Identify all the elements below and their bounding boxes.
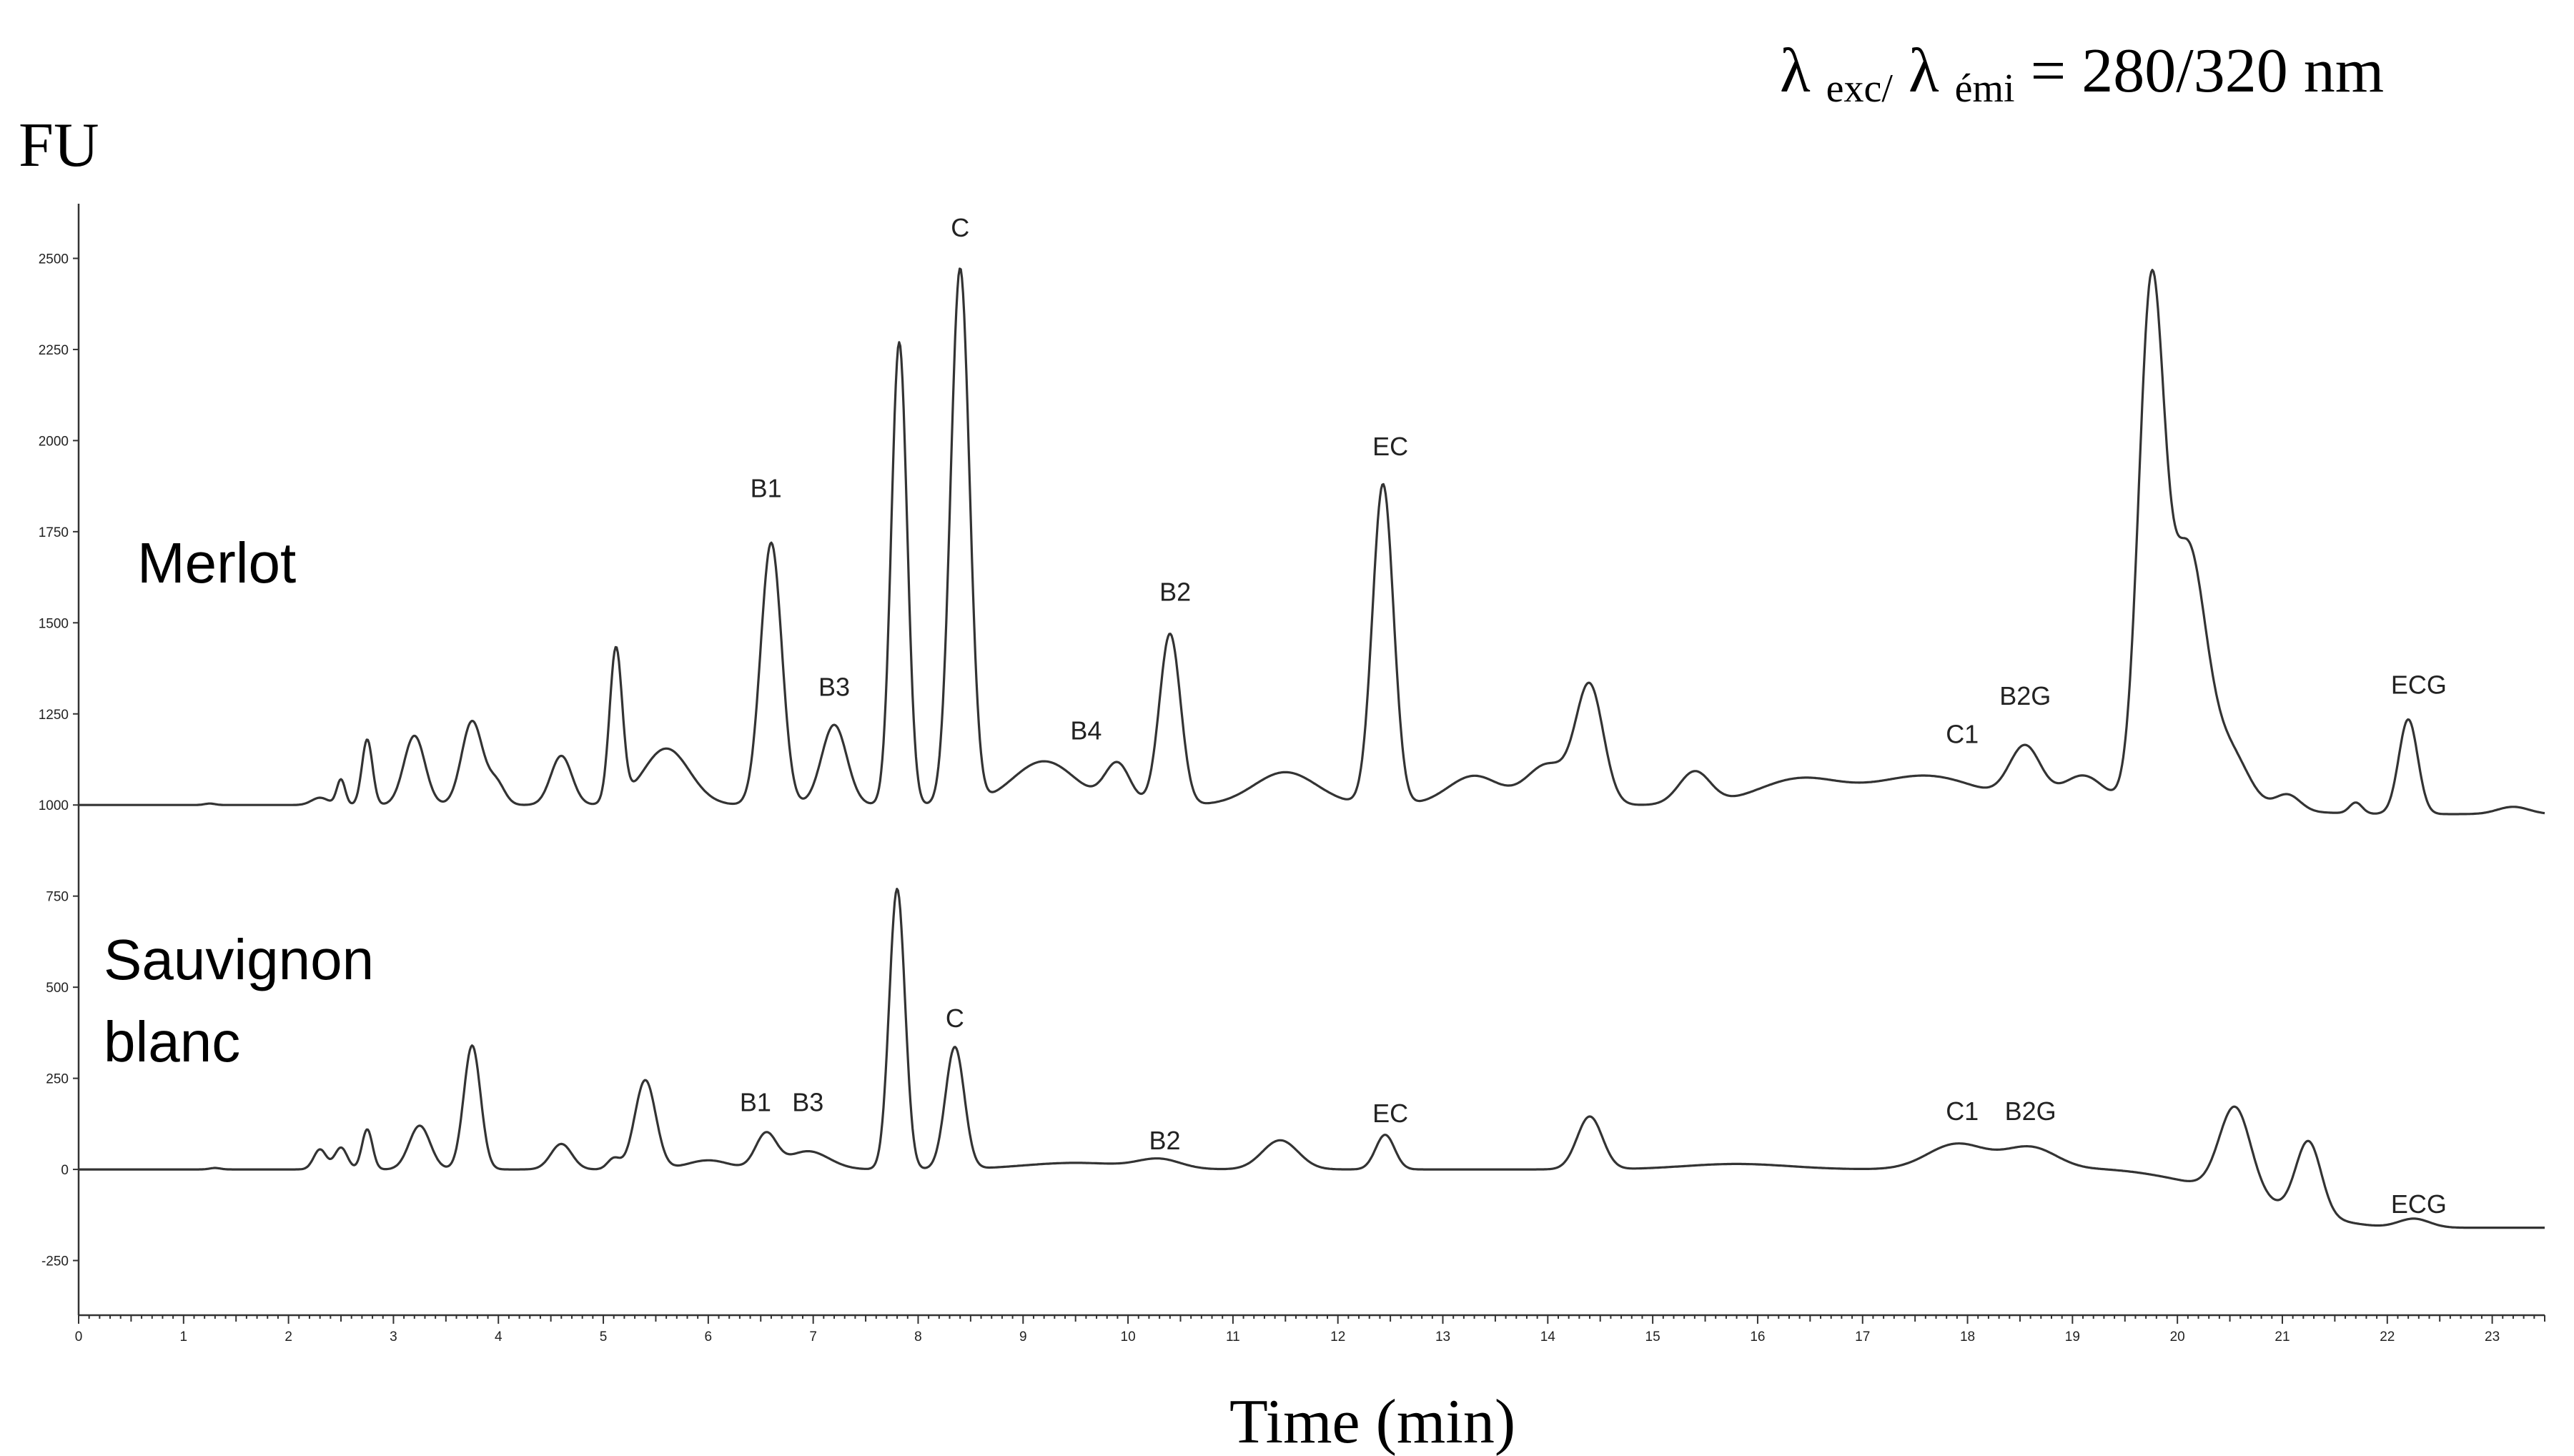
y-tick-label: 1000: [39, 798, 69, 813]
sauvignon-blanc-trace: [79, 888, 2545, 1229]
peak-label-ec: EC: [1372, 1099, 1408, 1128]
peak-label-b4: B4: [1070, 715, 1102, 745]
lambda-emi: λ: [1909, 36, 1939, 106]
peak-label-b3: B3: [818, 672, 850, 701]
y-tick-label: 1250: [39, 708, 69, 723]
y-tick-label: 2500: [39, 252, 69, 267]
x-tick-label: 1: [180, 1329, 188, 1344]
peak-labels: B1 B3 C B4 B2 EC C1 B2G ECG B1 B3 C B2 EC C1 B2G ECG: [740, 213, 2447, 1219]
x-tick-label: 10: [1121, 1329, 1136, 1344]
x-tick-label: 4: [495, 1329, 503, 1344]
y-tick-label: 1750: [39, 525, 69, 540]
peak-label-b2: B2: [1149, 1126, 1180, 1155]
peak-label-b2: B2: [1159, 578, 1191, 607]
x-tick-label: 15: [1645, 1329, 1660, 1344]
exc-subscript: exc/: [1826, 66, 1894, 111]
x-axis-ticks: 0 1 2 3 4 5 6 7 8 9 10 11 12 13 14 15 16 17 18 19 20 21 22 23: [75, 1315, 2545, 1344]
x-tick-label: 18: [1960, 1329, 1975, 1344]
x-tick-label: 19: [2065, 1329, 2080, 1344]
peak-label-ecg: ECG: [2391, 670, 2447, 700]
x-tick-label: 22: [2380, 1329, 2395, 1344]
series-label-blanc: blanc: [104, 1010, 240, 1074]
x-tick-label: 20: [2170, 1329, 2185, 1344]
series-label-sauvignon: Sauvignon: [104, 928, 374, 991]
x-tick-label: 21: [2274, 1329, 2290, 1344]
x-tick-label: 9: [1019, 1329, 1027, 1344]
peak-label-c: C: [946, 1004, 964, 1033]
peak-label-b2g: B2G: [2005, 1096, 2056, 1126]
peak-label-b3: B3: [792, 1087, 823, 1116]
x-tick-label: 2: [284, 1329, 292, 1344]
peak-label-ecg: ECG: [2391, 1189, 2447, 1219]
y-tick-label: -250: [41, 1254, 69, 1269]
x-tick-label: 13: [1435, 1329, 1450, 1344]
peak-label-c: C: [951, 213, 969, 242]
x-tick-label: 7: [809, 1329, 817, 1344]
series-label-merlot: Merlot: [137, 531, 296, 595]
lambda-exc: λ: [1780, 36, 1811, 106]
x-tick-label: 6: [705, 1329, 713, 1344]
y-unit-label: FU: [19, 111, 99, 180]
peak-label-b2g: B2G: [1999, 681, 2051, 710]
x-tick-label: 8: [914, 1329, 922, 1344]
peak-label-c1: C1: [1946, 720, 1979, 749]
y-tick-label: 500: [46, 981, 69, 996]
x-axis-label: Time (min): [1229, 1387, 1515, 1456]
peak-label-b1: B1: [740, 1087, 771, 1116]
x-tick-label: 0: [75, 1329, 83, 1344]
wavelength-value: = 280/320 nm: [2031, 36, 2385, 106]
x-tick-label: 16: [1750, 1329, 1765, 1344]
x-tick-label: 5: [600, 1329, 608, 1344]
emi-subscript: émi: [1955, 66, 2015, 111]
x-tick-label: 3: [390, 1329, 397, 1344]
x-tick-label: 17: [1855, 1329, 1870, 1344]
peak-label-c1: C1: [1946, 1096, 1979, 1126]
x-tick-label: 11: [1226, 1329, 1240, 1344]
y-axis-ticks: -250 0 250 500 750 1000 1250 1500 1750 2000 2250 25…: [39, 252, 79, 1269]
y-tick-label: 1500: [39, 616, 69, 631]
x-tick-label: 14: [1540, 1329, 1556, 1344]
x-tick-label: 23: [2485, 1329, 2500, 1344]
x-tick-label: 12: [1330, 1329, 1345, 1344]
y-tick-label: 2000: [39, 434, 69, 449]
wavelength-annotation: λ exc/ λ émi = 280/320 nm: [1780, 36, 2384, 116]
y-tick-label: 750: [46, 890, 69, 905]
peak-label-ec: EC: [1372, 432, 1408, 461]
y-tick-label: 250: [46, 1072, 69, 1087]
y-tick-label: 0: [61, 1163, 69, 1178]
y-tick-label: 2250: [39, 343, 69, 358]
peak-label-b1: B1: [751, 473, 782, 502]
merlot-trace: [79, 267, 2545, 816]
